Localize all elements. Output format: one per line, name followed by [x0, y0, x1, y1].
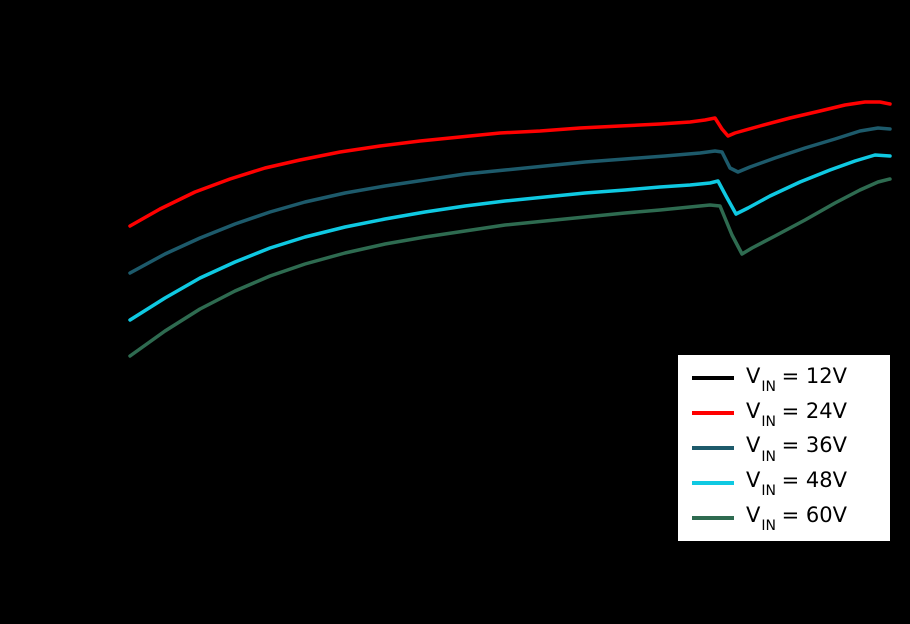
legend-item-24v: VIN = 24V: [692, 397, 890, 429]
legend-swatch: [692, 480, 734, 485]
legend-label: VIN = 60V: [746, 502, 848, 535]
legend: VIN = 12V VIN = 24V VIN = 36V VIN = 48V …: [677, 354, 891, 542]
legend-label: VIN = 48V: [746, 468, 848, 500]
legend-swatch: [692, 445, 734, 450]
legend-swatch: [692, 515, 734, 520]
legend-item-36v: VIN = 36V: [692, 432, 890, 464]
legend-item-60v: VIN = 60V: [692, 502, 890, 534]
legend-swatch: [692, 411, 734, 416]
legend-label: VIN = 36V: [746, 433, 848, 465]
legend-item-12v: VIN = 12V: [692, 362, 890, 394]
legend-label: VIN = 24V: [746, 398, 848, 430]
legend-label: VIN = 12V: [746, 363, 848, 395]
legend-item-48v: VIN = 48V: [692, 467, 890, 499]
legend-swatch: [692, 376, 734, 381]
